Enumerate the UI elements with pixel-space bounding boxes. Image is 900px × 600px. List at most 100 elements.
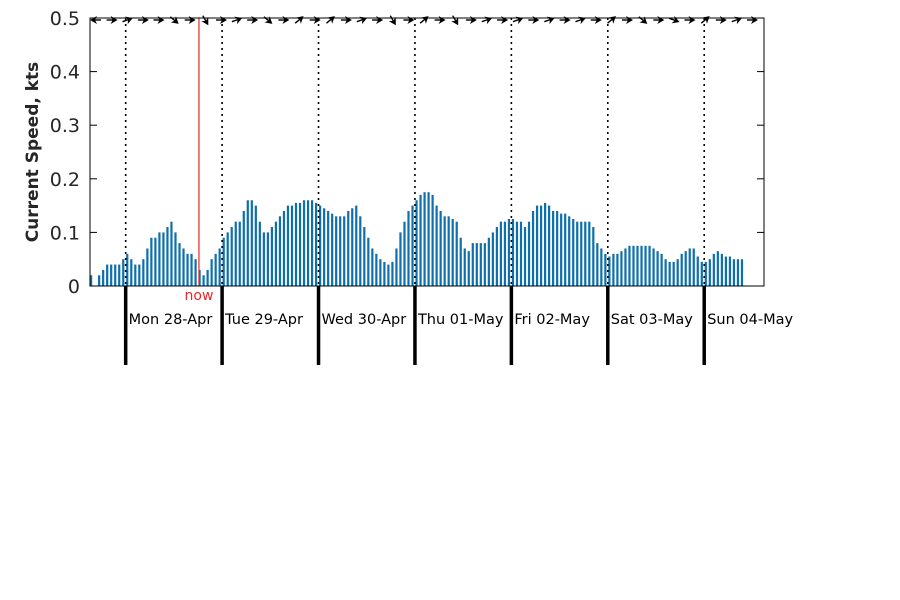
direction-arrow-icon — [684, 16, 696, 24]
speed-bar — [740, 259, 744, 286]
speed-bar — [226, 232, 229, 286]
speed-bar — [186, 253, 189, 286]
direction-arrow-icon — [465, 16, 477, 24]
speed-bar — [242, 210, 245, 286]
speed-bar — [447, 216, 450, 286]
speed-bar — [371, 248, 374, 286]
speed-bar — [435, 205, 438, 286]
speed-bar — [704, 261, 707, 286]
speed-bar — [114, 264, 117, 286]
speed-bar — [656, 251, 659, 286]
speed-bar — [351, 208, 354, 286]
speed-bar — [363, 227, 366, 286]
speed-bar — [664, 259, 667, 286]
speed-bar — [443, 216, 446, 286]
speed-bar — [230, 227, 233, 286]
speed-bar — [608, 256, 611, 286]
speed-bar — [676, 259, 679, 286]
speed-bar — [411, 205, 414, 286]
speed-bar — [708, 259, 711, 286]
speed-bar — [206, 269, 209, 286]
speed-bar — [327, 210, 330, 286]
speed-bar — [367, 237, 370, 286]
speed-bar — [210, 259, 213, 286]
speed-bar — [592, 227, 595, 286]
speed-bar — [202, 275, 205, 286]
speed-bar — [218, 248, 221, 286]
direction-arrow-icon — [451, 15, 459, 26]
speed-bar — [475, 243, 478, 286]
direction-arrow-icon — [607, 16, 616, 24]
speed-bar — [375, 253, 378, 286]
speed-bar — [314, 202, 318, 286]
speed-bar — [427, 192, 430, 286]
speed-bar — [290, 205, 294, 286]
speed-bar — [298, 202, 302, 286]
direction-arrow-icon — [294, 16, 304, 24]
speed-bar — [182, 248, 185, 286]
speed-bar — [238, 221, 241, 286]
speed-bar — [387, 264, 390, 286]
y-tick-label: 0.2 — [50, 169, 80, 191]
direction-arrow-icon — [388, 15, 396, 26]
speed-bar — [162, 232, 165, 286]
speed-bar — [716, 251, 719, 286]
speed-bar — [660, 253, 663, 286]
speed-bar — [628, 245, 631, 286]
speed-bar — [178, 243, 181, 286]
speed-bar — [282, 210, 286, 286]
speed-bar — [403, 221, 406, 286]
direction-arrow-icon — [481, 16, 493, 25]
speed-bar — [419, 194, 422, 286]
speed-bar — [668, 261, 671, 286]
speed-bar — [539, 205, 543, 286]
speed-bar — [548, 205, 551, 286]
speed-bar — [214, 253, 217, 286]
speed-bar — [122, 259, 125, 286]
speed-bar — [527, 221, 531, 286]
direction-arrow-icon — [201, 15, 209, 26]
direction-arrow-icon — [278, 16, 290, 24]
speed-bar — [556, 210, 559, 286]
speed-bar — [459, 237, 462, 286]
speed-bar — [306, 200, 310, 286]
speed-bar — [728, 256, 732, 286]
speed-bar — [294, 202, 298, 286]
speed-bar — [423, 192, 426, 286]
speed-bar — [270, 227, 273, 286]
speed-bar — [596, 243, 599, 286]
direction-arrow-icon — [590, 16, 602, 24]
speed-bar — [487, 237, 490, 286]
speed-bar — [499, 221, 503, 286]
direction-arrow-icon — [622, 16, 633, 24]
speed-bar — [246, 200, 249, 286]
speed-bar — [632, 245, 635, 286]
speed-bar — [222, 237, 225, 286]
speed-bar — [150, 237, 153, 286]
speed-bar — [118, 264, 121, 286]
speed-bar — [515, 221, 519, 286]
speed-bar — [331, 213, 334, 286]
speed-bar — [535, 205, 539, 286]
speed-bar — [234, 221, 237, 286]
speed-bar — [391, 261, 394, 286]
speed-bar — [724, 256, 727, 286]
speed-bar — [106, 264, 109, 286]
speed-bar — [451, 219, 454, 286]
day-label: Thu 01-May — [417, 312, 504, 328]
speed-bar — [560, 213, 563, 286]
speed-bar — [90, 275, 93, 286]
speed-bar — [519, 221, 523, 286]
speed-bar — [483, 243, 486, 286]
y-axis: 0 0.1 0.2 0.3 0.4 0.5 — [50, 8, 764, 298]
speed-bar — [142, 259, 145, 286]
speed-bar — [720, 253, 723, 286]
speed-bar — [158, 232, 161, 286]
day-label: Sat 03-May — [611, 312, 693, 328]
speed-bar — [274, 221, 278, 286]
direction-arrow-icon — [668, 15, 680, 24]
speed-bar — [335, 216, 338, 286]
speed-bar — [700, 261, 703, 286]
direction-arrow-icon — [122, 16, 133, 25]
day-ticks: Mon 28-Apr Tue 29-Apr Wed 30-Apr Thu 01-May… — [123, 286, 793, 365]
